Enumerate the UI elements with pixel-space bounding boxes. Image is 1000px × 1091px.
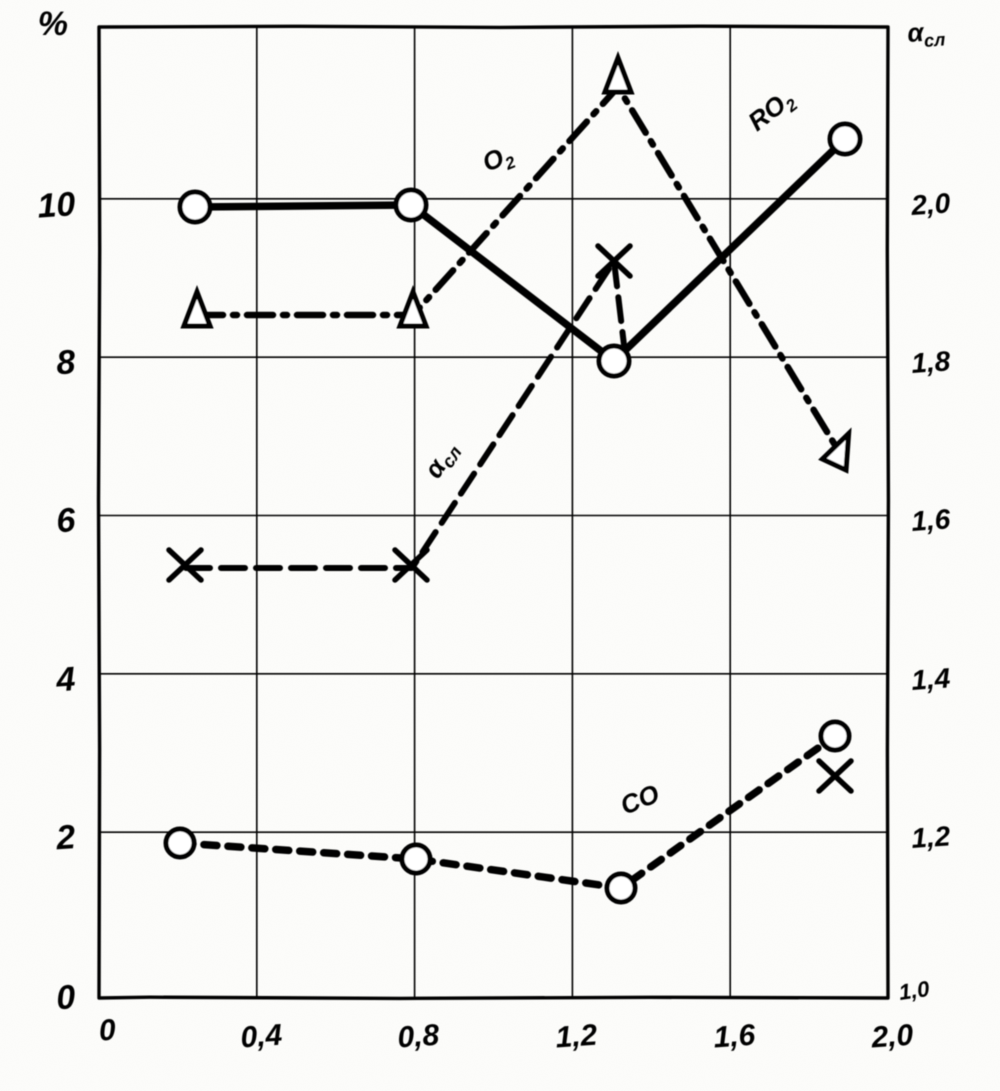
svg-text:4: 4 — [54, 660, 77, 699]
svg-text:1,4: 1,4 — [910, 662, 951, 696]
svg-text:0,4: 0,4 — [239, 1019, 283, 1055]
svg-text:1,2: 1,2 — [554, 1019, 598, 1055]
svg-text:10: 10 — [36, 185, 76, 226]
svg-text:2,0: 2,0 — [869, 1019, 914, 1055]
svg-text:2: 2 — [54, 818, 77, 857]
svg-text:1,0: 1,0 — [897, 976, 932, 1005]
svg-text:8: 8 — [55, 343, 77, 382]
svg-text:1,6: 1,6 — [712, 1019, 756, 1055]
svg-text:1,2: 1,2 — [910, 820, 951, 854]
svg-text:1,8: 1,8 — [910, 345, 951, 379]
svg-text:0,8: 0,8 — [396, 1019, 440, 1055]
svg-text:%: % — [38, 5, 68, 43]
svg-text:6: 6 — [55, 501, 78, 540]
svg-text:0: 0 — [55, 978, 77, 1017]
svg-text:1,6: 1,6 — [910, 503, 951, 537]
svg-text:2,0: 2,0 — [909, 187, 951, 221]
svg-text:0: 0 — [98, 1013, 117, 1047]
